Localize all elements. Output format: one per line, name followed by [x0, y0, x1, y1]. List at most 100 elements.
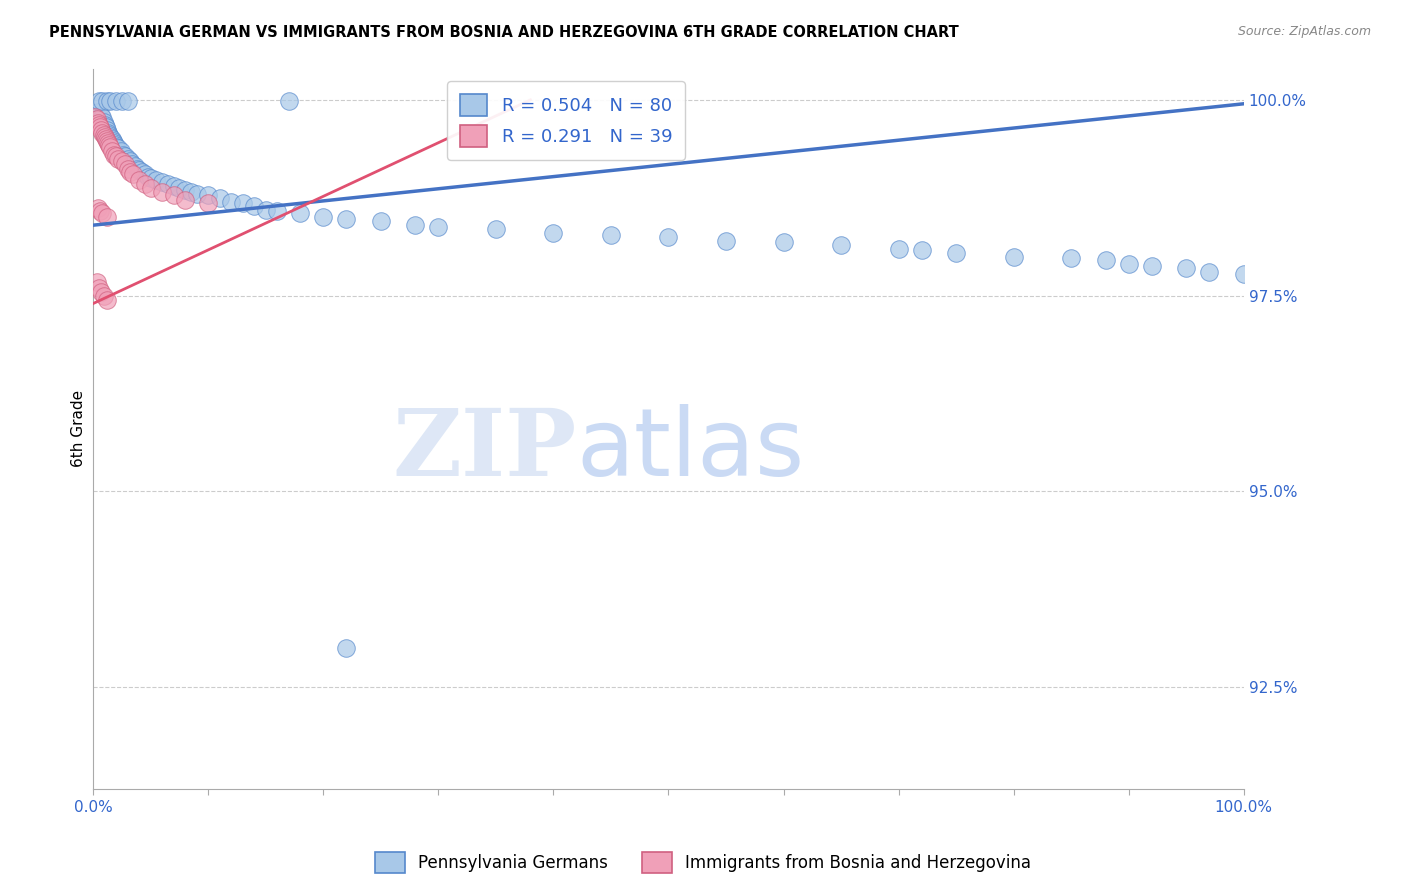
Point — [174, 193, 197, 207]
Point — [93, 128, 115, 142]
Point — [124, 160, 146, 174]
Point — [97, 136, 120, 150]
Point — [114, 157, 136, 171]
Point — [87, 95, 110, 109]
Point — [125, 161, 148, 176]
Text: atlas: atlas — [576, 404, 804, 497]
Point — [87, 281, 110, 295]
Point — [1175, 261, 1198, 276]
Point — [772, 235, 794, 250]
Point — [122, 167, 145, 181]
Point — [100, 130, 122, 145]
Text: Source: ZipAtlas.com: Source: ZipAtlas.com — [1237, 25, 1371, 38]
Point — [87, 201, 110, 215]
Point — [156, 178, 179, 192]
Point — [169, 180, 191, 194]
Point — [1002, 250, 1025, 264]
Point — [98, 138, 121, 153]
Point — [117, 95, 139, 109]
Point — [1140, 259, 1163, 273]
Point — [121, 157, 143, 171]
Point — [910, 244, 932, 258]
Point — [243, 198, 266, 212]
Point — [96, 211, 118, 225]
Point — [84, 110, 107, 124]
Point — [543, 226, 565, 240]
Point — [107, 141, 129, 155]
Point — [91, 126, 114, 140]
Point — [114, 149, 136, 163]
Point — [117, 161, 139, 176]
Point — [100, 144, 122, 158]
Point — [103, 136, 125, 150]
Point — [485, 222, 508, 236]
Point — [266, 204, 288, 219]
Point — [93, 130, 115, 145]
Point — [335, 641, 357, 656]
Point — [163, 188, 186, 202]
Point — [370, 214, 392, 228]
Point — [139, 180, 162, 194]
Point — [232, 196, 254, 211]
Point — [118, 153, 141, 168]
Point — [86, 112, 108, 127]
Legend: Pennsylvania Germans, Immigrants from Bosnia and Herzegovina: Pennsylvania Germans, Immigrants from Bo… — [368, 846, 1038, 880]
Point — [128, 163, 150, 178]
Point — [335, 211, 357, 226]
Point — [118, 165, 141, 179]
Point — [91, 110, 114, 124]
Point — [163, 179, 186, 194]
Point — [90, 285, 112, 299]
Point — [105, 140, 128, 154]
Point — [277, 95, 299, 109]
Point — [150, 186, 173, 200]
Point — [89, 120, 111, 135]
Point — [98, 128, 121, 142]
Point — [1094, 253, 1116, 268]
Point — [84, 109, 107, 123]
Point — [186, 186, 208, 201]
Point — [427, 219, 450, 234]
Point — [290, 206, 312, 220]
Point — [94, 132, 117, 146]
Point — [145, 173, 167, 187]
Point — [91, 206, 114, 220]
Legend: R = 0.504   N = 80, R = 0.291   N = 39: R = 0.504 N = 80, R = 0.291 N = 39 — [447, 81, 685, 160]
Point — [131, 165, 153, 179]
Point — [101, 134, 124, 148]
Point — [312, 211, 335, 225]
Point — [887, 242, 910, 256]
Point — [139, 171, 162, 186]
Point — [111, 153, 134, 168]
Point — [254, 202, 277, 217]
Point — [89, 112, 111, 127]
Point — [87, 116, 110, 130]
Point — [111, 95, 134, 109]
Point — [180, 186, 202, 200]
Point — [1198, 265, 1220, 279]
Point — [657, 230, 679, 244]
Point — [87, 118, 110, 132]
Point — [86, 275, 108, 289]
Point — [100, 95, 122, 109]
Point — [404, 218, 426, 232]
Point — [91, 95, 114, 109]
Point — [117, 152, 139, 166]
Point — [197, 196, 219, 211]
Point — [1060, 251, 1083, 265]
Point — [110, 144, 132, 158]
Point — [134, 167, 156, 181]
Point — [96, 122, 118, 136]
Point — [134, 178, 156, 192]
Point — [219, 194, 242, 209]
Point — [96, 95, 118, 109]
Point — [945, 245, 967, 260]
Point — [96, 134, 118, 148]
Point — [714, 234, 737, 248]
Point — [138, 169, 160, 184]
Point — [93, 115, 115, 129]
Point — [90, 122, 112, 136]
Point — [93, 118, 115, 132]
Point — [87, 104, 110, 119]
Text: ZIP: ZIP — [392, 406, 576, 495]
